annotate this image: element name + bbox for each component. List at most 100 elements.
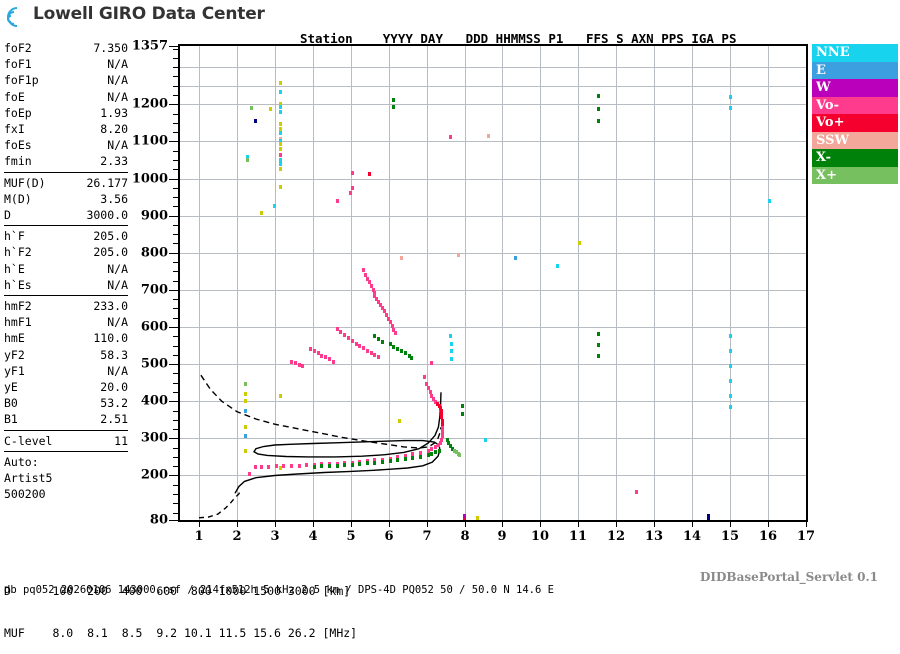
y-tick-minor	[173, 346, 178, 347]
x-axis: 1 2 3 4 5 6 7 8 9 10 11 12 13 14 15 16 17	[178, 520, 815, 550]
param-value: 3000.0	[86, 208, 128, 223]
echo-point	[429, 390, 432, 394]
y-tick-minor	[173, 271, 178, 272]
legend-item-vo[interactable]: Vo+	[812, 114, 898, 132]
echo-point	[440, 409, 443, 413]
plot-gridlines	[180, 46, 806, 520]
param-row: foEs N/A	[4, 137, 128, 153]
echo-point	[404, 351, 407, 355]
x-tick-label: 1	[194, 529, 204, 544]
echo-point	[368, 280, 371, 284]
giro-waves-icon	[2, 2, 32, 32]
param-row: hmF2 233.0	[4, 298, 128, 314]
x-tick-label: 5	[346, 529, 356, 544]
echo-point	[347, 336, 350, 340]
y-tick-minor	[173, 494, 178, 495]
echo-point	[396, 458, 399, 462]
echo-point	[290, 464, 293, 468]
param-key: h`F2	[4, 245, 32, 260]
echo-point	[362, 346, 365, 350]
y-tick-minor	[173, 188, 178, 189]
echo-point	[279, 158, 282, 162]
legend-item-nne[interactable]: NNE	[812, 44, 898, 62]
echo-point	[461, 404, 464, 408]
param-key: hmF1	[4, 315, 32, 330]
param-row: fmin 2.33	[4, 153, 128, 169]
param-key: h`E	[4, 261, 25, 276]
echo-point	[441, 434, 444, 438]
echo-point	[597, 332, 600, 336]
echo-point	[375, 297, 378, 301]
gridline-horizontal	[180, 401, 806, 402]
echo-point	[269, 107, 272, 111]
distance-row: D 100 200 400 600 800 1000 1500 3000 [km…	[4, 584, 351, 598]
legend-item-x[interactable]: X-	[812, 149, 898, 167]
legend-item-x[interactable]: X+	[812, 166, 898, 184]
legend: NNE E W Vo- Vo+ SSW X- X+	[812, 44, 898, 184]
legend-item-vo[interactable]: Vo-	[812, 96, 898, 114]
x-tick-label: 4	[308, 529, 318, 544]
x-tick	[578, 520, 579, 527]
echo-point	[430, 452, 433, 456]
x-tick	[730, 520, 731, 527]
y-tick-major	[169, 141, 178, 142]
echo-point	[279, 185, 282, 189]
echo-point	[381, 460, 384, 464]
echo-point	[394, 331, 397, 335]
echo-point	[392, 345, 395, 349]
brand-logo-area: Lowell GIRO Data Center	[2, 2, 265, 32]
echo-point	[246, 158, 249, 162]
echo-point	[244, 399, 247, 403]
echo-point	[434, 445, 437, 449]
echo-point	[260, 465, 263, 469]
gridline-vertical	[768, 46, 769, 520]
echo-point	[301, 364, 304, 368]
y-tick-label: 80	[149, 512, 168, 528]
legend-item-e[interactable]: E	[812, 61, 898, 79]
param-row: foF1p N/A	[4, 72, 128, 88]
echo-point	[273, 204, 276, 208]
echo-point	[275, 464, 278, 468]
legend-item-ssw[interactable]: SSW	[812, 131, 898, 149]
gridline-vertical	[806, 46, 807, 520]
gridline-horizontal	[180, 141, 806, 142]
echo-point	[408, 354, 411, 358]
echo-point	[729, 349, 732, 353]
echo-point	[373, 353, 376, 357]
echo-point	[279, 167, 282, 171]
x-tick-label: 9	[497, 529, 507, 544]
param-value: 1.93	[100, 105, 128, 120]
echo-point	[332, 360, 335, 364]
gridline-vertical	[654, 46, 655, 520]
echo-point	[411, 452, 414, 456]
x-tick-label: 2	[232, 529, 242, 544]
echo-point	[432, 397, 435, 401]
echo-point	[450, 357, 453, 361]
x-tick	[199, 520, 200, 527]
echo-point	[438, 449, 441, 453]
auto-line: Artist5	[4, 471, 53, 486]
echo-point	[373, 461, 376, 465]
y-tick-minor	[173, 132, 178, 133]
echo-point	[377, 300, 380, 304]
echo-point	[410, 356, 413, 360]
echo-point	[244, 434, 247, 438]
gridline-horizontal	[180, 216, 806, 217]
y-tick-major	[169, 216, 178, 217]
param-value: 8.20	[100, 122, 128, 137]
echo-point	[729, 394, 732, 398]
echo-point	[349, 191, 352, 195]
echo-point	[246, 155, 249, 159]
y-tick-minor	[173, 355, 178, 356]
y-tick-minor	[173, 448, 178, 449]
servlet-label: DIDBasePortal_Servlet 0.1	[700, 570, 879, 584]
param-value: N/A	[107, 57, 128, 72]
ionogram-plot[interactable]	[178, 44, 808, 522]
echo-point	[430, 361, 433, 365]
echo-point	[320, 464, 323, 468]
legend-item-w[interactable]: W	[812, 79, 898, 97]
echo-point	[430, 447, 433, 451]
echo-point	[437, 443, 440, 447]
gridline-horizontal	[180, 475, 806, 476]
echo-point	[597, 119, 600, 123]
